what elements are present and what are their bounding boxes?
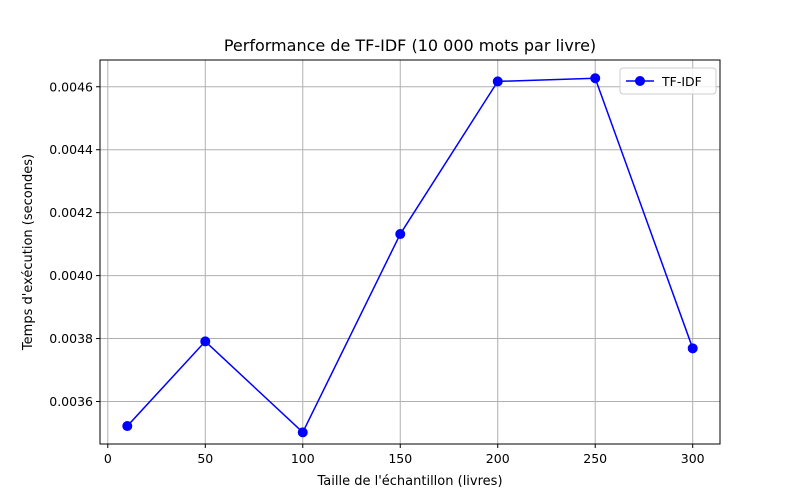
data-point [122, 421, 133, 432]
legend-marker [635, 76, 645, 86]
y-tick-label: 0.0036 [49, 394, 93, 409]
x-tick-label: 200 [486, 451, 510, 466]
y-tick-label: 0.0040 [49, 268, 93, 283]
data-point [590, 73, 601, 84]
y-tick-label: 0.0046 [49, 79, 93, 94]
y-tick-label: 0.0042 [49, 205, 93, 220]
data-point [492, 76, 503, 87]
x-tick-label: 50 [197, 451, 213, 466]
legend-entry-label: TF-IDF [661, 74, 702, 89]
x-tick-label: 150 [388, 451, 412, 466]
series-layer [122, 73, 698, 438]
y-tick-label: 0.0038 [49, 331, 93, 346]
y-axis-label: Temps d'exécution (secondes) [21, 154, 36, 351]
legend: TF-IDF [619, 67, 717, 95]
axis-ticks: 0 50 100 150 200 250 300 0.0036 0.0038 0.0040 0.00… [49, 79, 704, 466]
x-tick-label: 100 [291, 451, 315, 466]
data-point [200, 336, 211, 347]
data-point [395, 229, 406, 240]
plot-frame [99, 59, 721, 445]
x-tick-label: 300 [681, 451, 705, 466]
x-axis-label: Taille de l'échantillon (livres) [316, 474, 502, 489]
y-tick-label: 0.0044 [49, 142, 93, 157]
x-tick-label: 0 [104, 451, 112, 466]
data-point [297, 427, 308, 438]
x-tick-label: 250 [583, 451, 607, 466]
chart-title: Performance de TF-IDF (10 000 mots par l… [224, 36, 596, 55]
legend-box [619, 67, 717, 95]
data-point [687, 343, 698, 354]
